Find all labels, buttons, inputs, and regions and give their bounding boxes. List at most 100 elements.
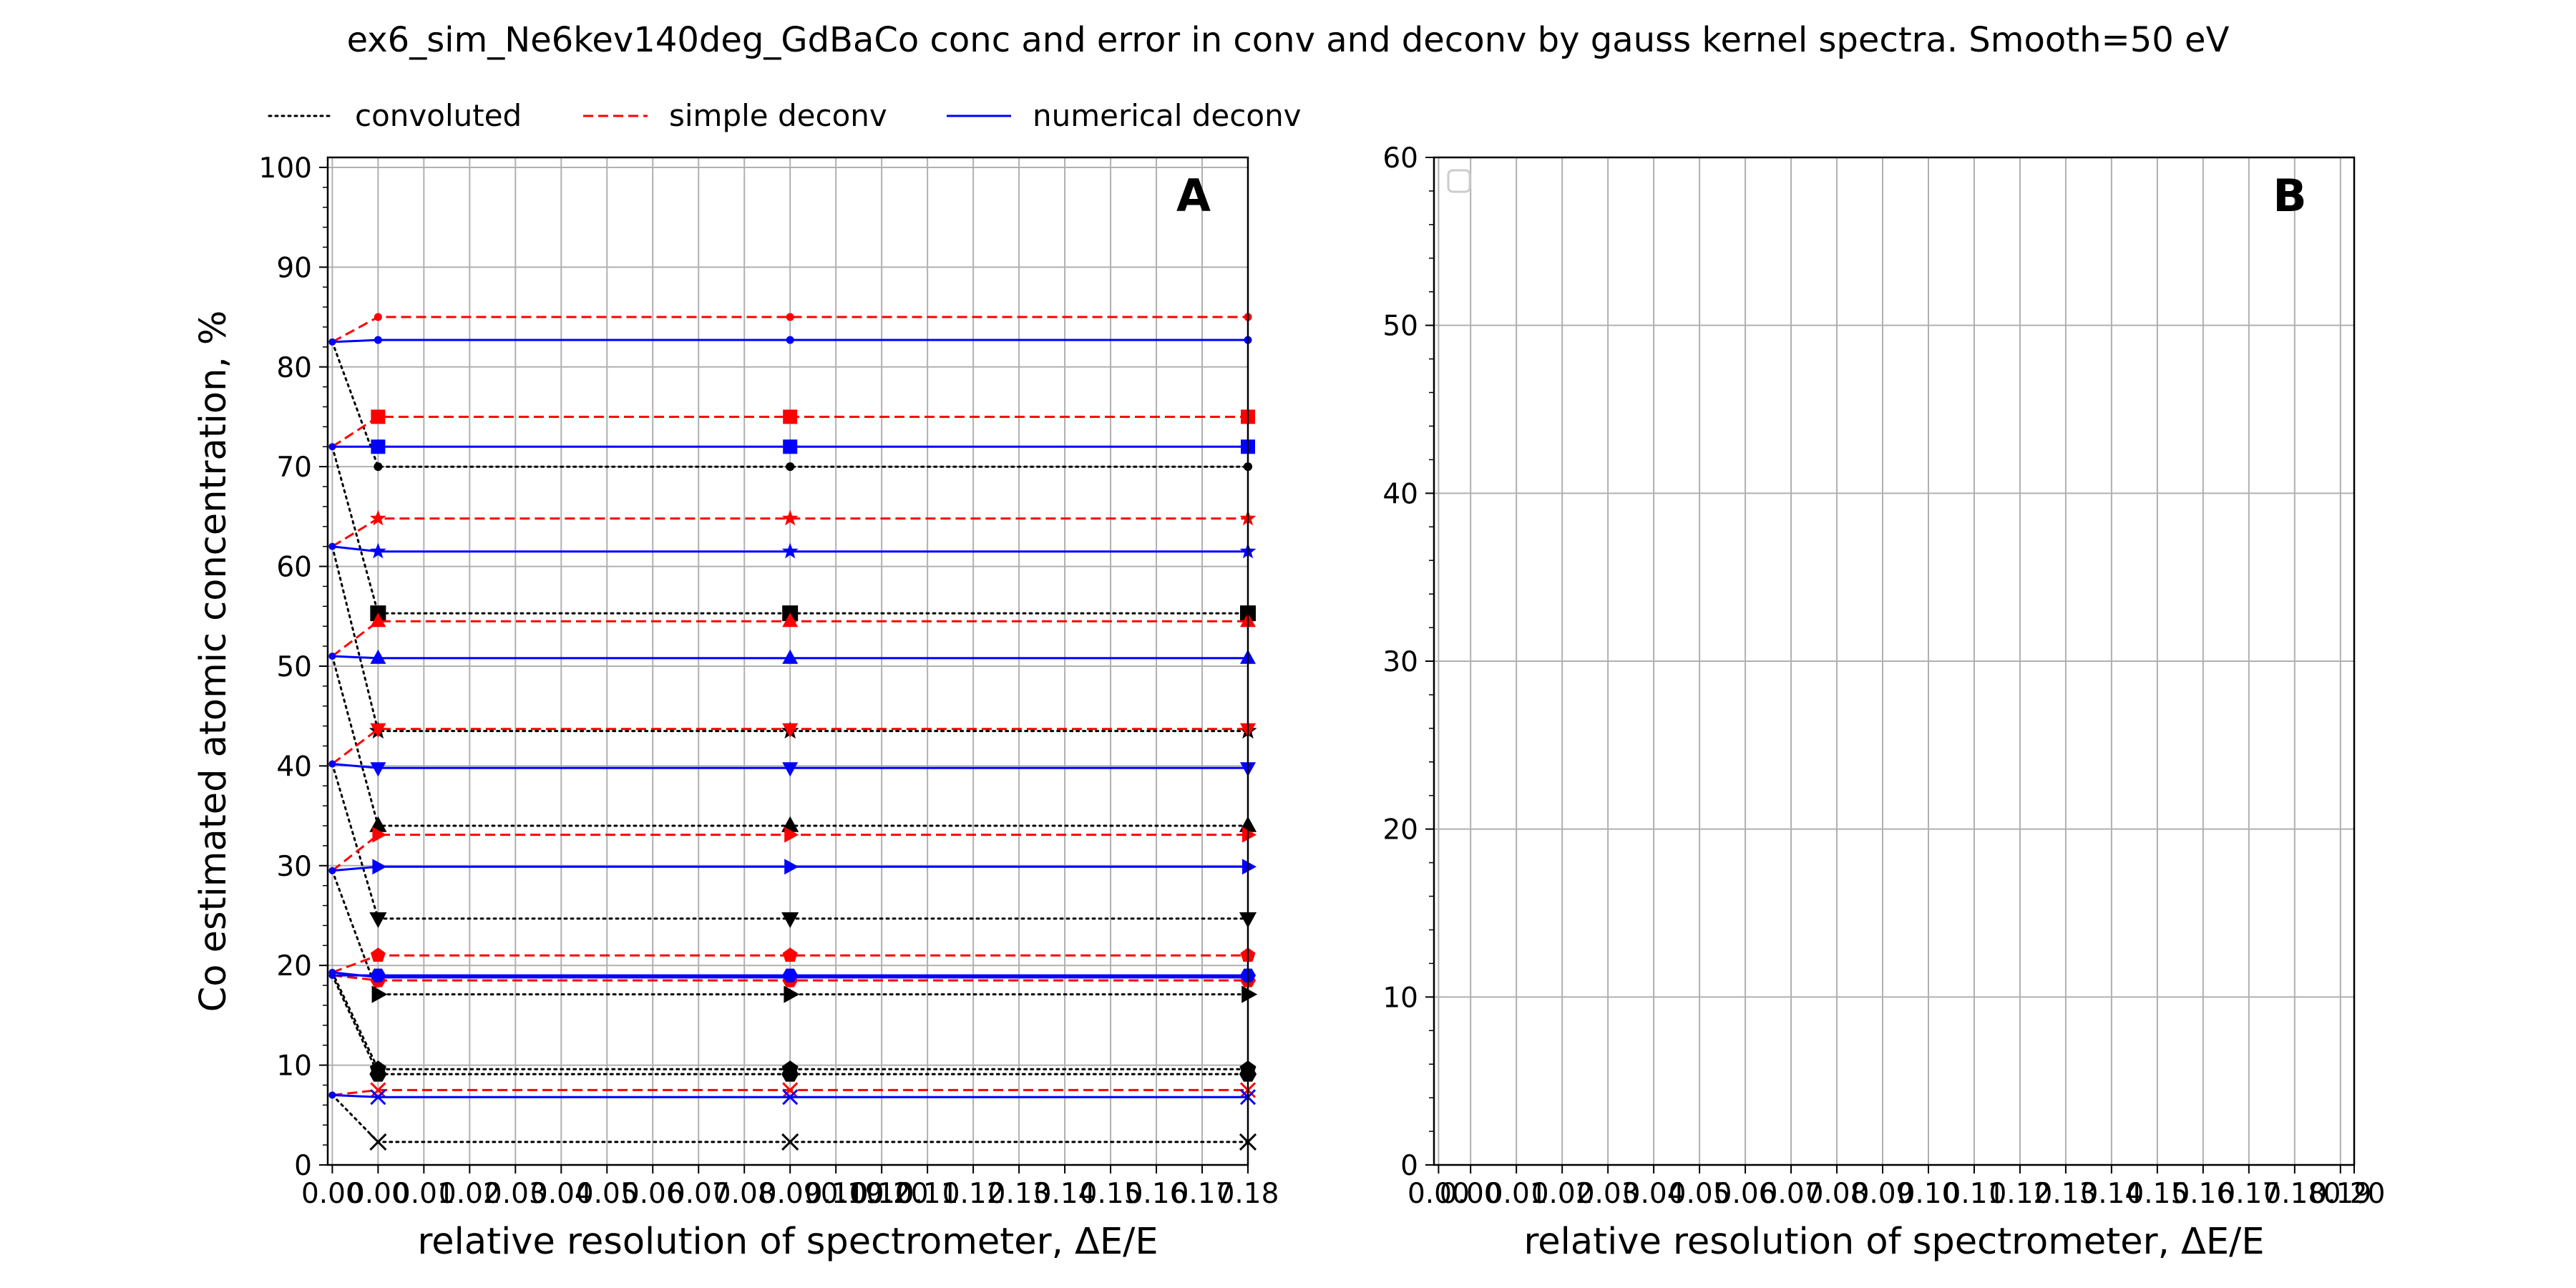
panel-b-xtick-label: 0.09 [1852,1178,1914,1210]
series-point [781,509,799,526]
panel-a-xtick-label: 0.05 [576,1178,638,1210]
series-line [332,1093,1248,1098]
series-point [370,613,386,628]
series-line [332,338,1248,343]
series-point [781,1133,799,1151]
series-point [786,462,795,472]
series-line [331,517,1248,547]
series-line [331,545,1249,733]
panel-b-ytick-label: 40 [1382,478,1418,510]
panel-a-xtick-label: 0.01 [393,1178,455,1210]
panel-b-xtick-label: 0.11 [1943,1178,2006,1210]
legend-entry-simple-deconv: simple deconv [583,98,887,133]
series-point [782,762,799,777]
panel-a-letter: A [1176,170,1211,222]
series-point [370,947,386,962]
series-point [372,859,387,875]
panel-b-xtick-label: 0.19 [2309,1178,2371,1210]
panel-b-xtick-label: 0.16 [2172,1178,2234,1210]
series-point [782,723,799,738]
panel-b-ticks: 0.000.000.010.020.030.040.050.060.070.08… [1382,142,2385,1210]
panel-a-ylabel: Co estimated atomic concentration, % [192,311,235,1013]
panel-b-letter: B [2273,170,2306,222]
panel-a-xtick-label: 0.14 [1034,1178,1096,1210]
panel-a-ytick-label: 30 [276,851,312,883]
series-line [331,971,1249,1070]
panel-a-ytick-label: 90 [276,252,312,284]
panel-a-ytick-label: 20 [276,950,312,982]
series-point [786,336,794,344]
series-point [782,649,799,664]
series-point [370,1082,386,1098]
panel-a-ticks: 0.000.000.010.020.030.040.050.060.070.08… [259,152,1279,1210]
panel-a-xtick-label: 0.00 [347,1178,409,1210]
series-point [372,826,387,843]
series-point [371,409,386,424]
panel-a-ytick-label: 60 [276,552,312,584]
series-point [370,542,386,559]
panel-a-xtick-label: 0.09 [759,1178,821,1210]
panel-a-xtick-label: 0.17 [1171,1178,1234,1210]
series-point [328,443,336,451]
panel-b-xtick-label: 0.17 [2218,1178,2280,1210]
series-point [781,542,799,559]
legend-label-numerical-deconv: numerical deconv [1033,98,1302,133]
series-point [786,313,794,321]
series-point [781,1066,799,1082]
series-point [369,1133,387,1151]
series-point [328,542,336,550]
series-line [331,341,1249,468]
panel-a-xtick-label: 0.16 [1126,1178,1188,1210]
series-line [331,954,1248,974]
panel-b-xtick-label: 0.10 [1898,1178,1960,1210]
panel-b: 0.000.000.010.020.030.040.050.060.070.08… [1382,142,2385,1263]
panel-b-xtick-label: 0.18 [2263,1178,2326,1210]
panel-a-ytick-label: 40 [276,751,312,783]
series-point [784,859,799,875]
series-point [1242,826,1257,843]
legend-entry-numerical-deconv: numerical deconv [947,98,1302,133]
series-point [374,313,382,321]
series-point [370,723,386,738]
panel-b-xtick-label: 0.12 [1989,1178,2051,1210]
panel-b-xtick-label: 0.03 [1577,1178,1639,1210]
series-numerical-triangle-right [328,859,1257,875]
series-point [1241,985,1258,1003]
panel-b-xlabel: relative resolution of spectrometer, ΔE/… [1523,1221,2264,1263]
series-line [331,620,1248,658]
series-point [328,653,336,660]
series-line [331,728,1248,765]
panel-a-xtick-label: 0.07 [668,1178,730,1210]
chart-title: ex6_sim_Ne6kev140deg_GdBaCo conc and err… [347,20,2230,60]
panel-a-ytick-label: 10 [276,1050,312,1083]
series-line [332,655,1248,660]
panel-a-xtick-label: 0.18 [1217,1178,1279,1210]
panel-a-xtick-label: 0.19 [821,1178,883,1210]
panel-b-xtick-label: 0.01 [1485,1178,1548,1210]
panel-b-xtick-label: 0.07 [1760,1178,1823,1210]
panel-b-empty-legend-box [1447,169,1471,193]
panel-a-ytick-label: 0 [294,1150,312,1182]
series-point [783,439,798,454]
series-line [331,416,1248,448]
series-point [782,1089,799,1106]
series-point [328,1091,336,1099]
panel-b-xtick-label: 0.13 [2035,1178,2097,1210]
panel-b-xtick-label: 0.15 [2126,1178,2188,1210]
panel-a-xtick-label: 0.13 [988,1178,1050,1210]
panel-a-xtick-label: 0.00 [301,1178,364,1210]
panel-b-xtick-label: 0.20 [2323,1178,2386,1210]
series-line [331,834,1248,872]
panel-a-ytick-label: 50 [276,651,312,683]
panel-b-ytick-label: 60 [1382,142,1418,175]
series-point [782,947,798,962]
panel-b-xtick-label: 0.02 [1531,1178,1594,1210]
series-point [782,613,799,628]
panel-b-xtick-label: 0.08 [1806,1178,1868,1210]
series-point [328,972,336,980]
series-line [331,445,1249,615]
series-line [331,869,1249,996]
series-line [331,316,1248,343]
series-point [370,762,386,777]
